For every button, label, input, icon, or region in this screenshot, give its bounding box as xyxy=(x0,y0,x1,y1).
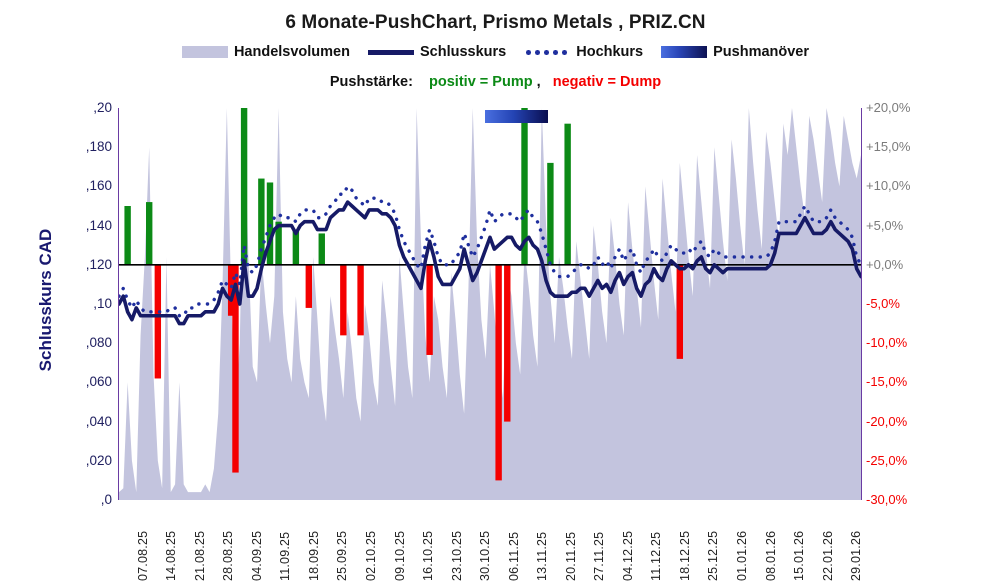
high-price-dotted-line xyxy=(119,183,861,318)
y-right-tick: -15,0% xyxy=(866,374,908,390)
x-axis-tick-label: 13.11.25 xyxy=(535,531,550,581)
push-bar xyxy=(305,264,313,308)
push-bar xyxy=(318,233,325,265)
legend-item-volume: Handelsvolumen xyxy=(181,44,350,60)
y-right-tick: +15,0% xyxy=(866,139,911,155)
y-left-tick: ,160 xyxy=(85,178,112,194)
y-left-tick: ,040 xyxy=(85,413,112,429)
x-axis-tick-label: 04.12.25 xyxy=(620,530,635,581)
push-bar xyxy=(547,162,554,265)
subtitle-negative: negativ = Dump xyxy=(552,74,662,90)
y-right-tick: -10,0% xyxy=(866,335,908,351)
plot-area xyxy=(118,108,862,500)
push-bar xyxy=(240,108,248,265)
x-axis-tick-label: 27.11.25 xyxy=(592,531,607,581)
x-axis-tick-label: 07.08.25 xyxy=(135,530,150,581)
push-bar xyxy=(426,264,433,355)
x-axis-tick-label: 11.12.25 xyxy=(649,531,664,581)
legend-label-push: Pushmanöver xyxy=(713,44,810,60)
chart-canvas xyxy=(119,108,861,500)
y-right-tick: -30,0% xyxy=(866,492,908,507)
subtitle-prefix: Pushstärke: xyxy=(329,74,413,90)
subtitle: Pushstärke: positiv = Pump , negativ = D… xyxy=(0,74,991,90)
y-left-tick: ,120 xyxy=(85,256,112,272)
push-bar xyxy=(676,264,684,359)
x-axis-tick-label: 14.08.25 xyxy=(164,530,179,581)
x-axis-tick-label: 11.09.25 xyxy=(278,531,293,581)
push-bar xyxy=(227,264,235,316)
push-bar xyxy=(232,264,239,473)
y-left-tick: ,20 xyxy=(93,100,112,115)
x-axis-tick-label: 02.10.25 xyxy=(364,530,378,581)
pushmanoever-marker xyxy=(485,110,548,123)
x-axis-tick-label: 22.01.26 xyxy=(820,530,835,581)
push-bar xyxy=(504,264,511,422)
x-axis-tick-label: 25.12.25 xyxy=(706,530,721,581)
x-axis-tick-label: 23.10.25 xyxy=(449,530,464,581)
push-bar xyxy=(146,202,153,265)
close-line-swatch-icon xyxy=(367,49,414,55)
legend-label-volume: Handelsvolumen xyxy=(233,44,350,60)
y-right-tick: -25,0% xyxy=(866,452,908,468)
x-axis-tick-label: 20.11.25 xyxy=(563,531,578,581)
y-axis-left-ticks: ,20 ,180 ,160 ,140 ,120 ,10 ,080 ,060 ,040 ,020 ,0 xyxy=(48,101,112,506)
push-bar xyxy=(266,182,274,265)
x-axis-tick-label: 06.11.25 xyxy=(506,531,521,581)
push-bar xyxy=(292,229,300,265)
push-bar xyxy=(154,264,162,379)
high-dotted-swatch-icon xyxy=(524,49,571,55)
x-axis-tick-label: 29.01.26 xyxy=(849,530,864,581)
y-right-tick: -5,0% xyxy=(866,296,900,311)
x-axis-tick-label: 08.01.26 xyxy=(763,530,778,581)
legend-item-high: Hochkurs xyxy=(524,44,643,60)
x-axis-tick-label: 01.01.26 xyxy=(735,530,749,581)
y-right-tick: +20,0% xyxy=(866,100,911,115)
x-axis-tick-label: 16.10.25 xyxy=(421,530,436,581)
subtitle-positive: positiv = Pump xyxy=(429,74,533,90)
y-axis-right-ticks: +20,0% +15,0% +10,0% +5,0% +0,0% -5,0% -10,0% -… xyxy=(866,101,940,506)
push-bar xyxy=(124,206,131,265)
push-bar xyxy=(357,264,364,336)
x-axis-tick-label: 25.09.25 xyxy=(335,530,350,581)
x-axis-tick-label: 30.10.25 xyxy=(478,530,493,581)
close-price-line xyxy=(119,200,861,326)
x-axis-tick-label: 04.09.25 xyxy=(249,530,264,581)
y-right-tick: +10,0% xyxy=(866,178,911,194)
y-right-tick: -20,0% xyxy=(866,413,908,429)
x-axis-tick-label: 15.01.26 xyxy=(792,530,807,581)
y-right-tick: +0,0% xyxy=(866,256,904,272)
push-bar xyxy=(564,123,571,265)
volume-area xyxy=(119,108,861,500)
chart-legend: Handelsvolumen Schlusskurs Hochkurs Push… xyxy=(0,44,991,60)
y-left-tick: ,080 xyxy=(85,335,112,351)
x-axis-tick-label: 21.08.25 xyxy=(192,530,207,581)
x-axis-tick-label: 18.09.25 xyxy=(306,530,321,581)
x-axis-tick-label: 18.12.25 xyxy=(677,530,692,581)
y-left-tick: ,020 xyxy=(85,452,112,468)
push-gradient-swatch-icon xyxy=(661,46,708,58)
x-axis-tick-label: 09.10.25 xyxy=(392,530,407,581)
page-title: 6 Monate-PushChart, Prismo Metals , PRIZ… xyxy=(285,12,706,33)
x-axis-tick-labels: 07.08.25 14.08.25 21.08.25 28.08.25 04.09.25… xyxy=(118,503,864,587)
legend-item-push: Pushmanöver xyxy=(661,44,809,60)
x-axis-tick-label: 28.08.25 xyxy=(221,530,236,581)
y-right-tick: +5,0% xyxy=(866,217,904,233)
legend-item-close: Schlusskurs xyxy=(367,44,507,60)
push-bar xyxy=(275,221,282,265)
y-left-tick: ,180 xyxy=(85,139,112,155)
volume-area-swatch-icon xyxy=(181,46,228,58)
legend-label-high: Hochkurs xyxy=(576,44,644,60)
legend-label-close: Schlusskurs xyxy=(419,44,507,60)
y-left-tick: ,0 xyxy=(100,492,112,507)
push-bar xyxy=(495,264,502,481)
y-left-tick: ,10 xyxy=(93,296,112,311)
push-bar xyxy=(258,178,265,265)
y-left-tick: ,060 xyxy=(85,374,112,390)
push-bar xyxy=(340,264,347,336)
subtitle-comma: , xyxy=(536,74,541,90)
y-left-tick: ,140 xyxy=(85,217,112,233)
push-bar xyxy=(521,108,528,265)
